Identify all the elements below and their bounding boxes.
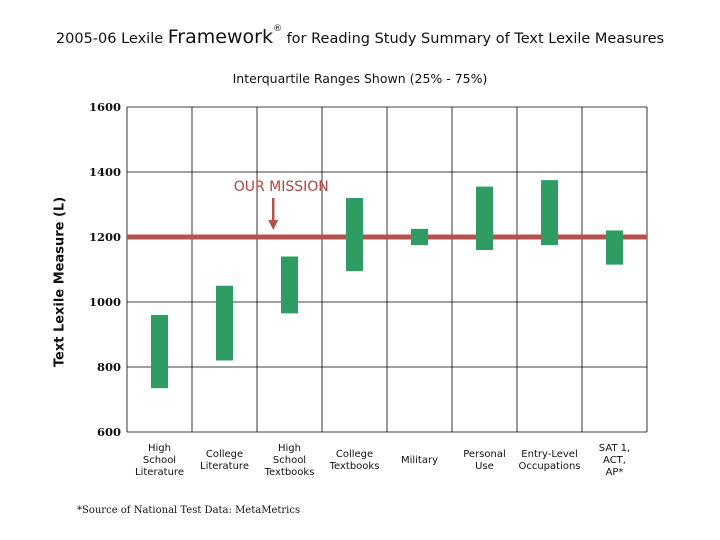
range-bar [541, 180, 558, 246]
title-brand: Framework [167, 26, 273, 48]
range-bar [281, 256, 298, 314]
y-tick-label: 1200 [89, 230, 121, 244]
range-bar [411, 228, 428, 246]
reference-label: OUR MISSION [234, 179, 329, 195]
y-tick-label: 1000 [89, 295, 121, 309]
range-bar [476, 186, 493, 250]
range-bar [346, 198, 363, 272]
y-tick-label: 1600 [89, 100, 121, 114]
x-category-label: SAT 1, ACT, AP* [599, 443, 630, 478]
chart-title: 2005-06 Lexile Framework® for Reading St… [0, 24, 720, 48]
source-footnote: *Source of National Test Data: MetaMetri… [77, 505, 301, 516]
y-tick-label: 600 [97, 425, 121, 439]
x-category-label: Military [401, 455, 438, 466]
reference-arrow-head [268, 220, 279, 230]
range-bar [606, 230, 623, 265]
y-tick-label: 1400 [89, 165, 121, 179]
title-prefix: 2005-06 Lexile [55, 31, 164, 47]
range-bar [151, 315, 168, 389]
x-category-label: College Literature [200, 449, 249, 472]
x-category-label: College Textbooks [329, 449, 380, 472]
x-category-label: Personal Use [463, 449, 506, 472]
range-bar [216, 285, 233, 361]
x-category-label: Entry-Level Occupations [518, 449, 580, 472]
chart-subtitle: Interquartile Ranges Shown (25% - 75%) [232, 71, 488, 86]
x-category-label: High School Literature [135, 443, 184, 478]
x-category-label: High School Textbooks [264, 443, 315, 478]
title-suffix: for Reading Study Summary of Text Lexile… [286, 31, 665, 47]
y-tick-label: 800 [97, 360, 121, 374]
title-registered-mark: ® [272, 24, 282, 34]
